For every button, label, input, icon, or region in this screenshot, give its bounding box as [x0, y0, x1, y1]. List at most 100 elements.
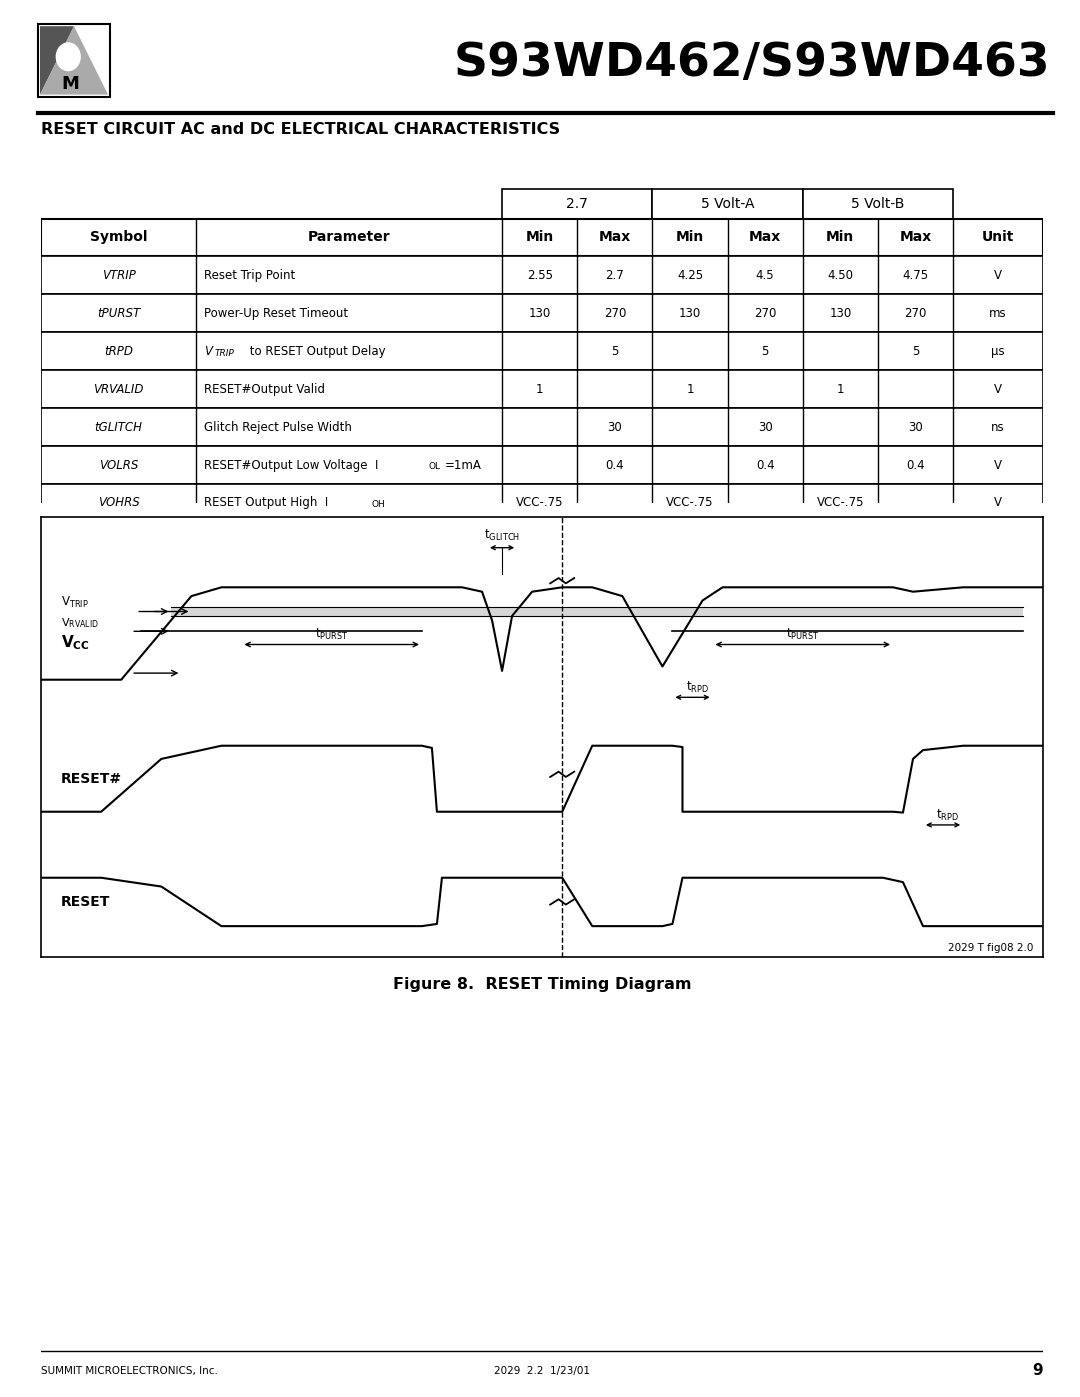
Text: 30: 30 [908, 420, 923, 433]
Text: Min: Min [526, 231, 554, 244]
Text: OL: OL [429, 462, 441, 472]
Text: 2.7: 2.7 [566, 197, 589, 211]
Text: VCC-.75: VCC-.75 [666, 496, 714, 510]
Text: 0.4: 0.4 [606, 458, 624, 472]
Text: Glitch Reject Pulse Width: Glitch Reject Pulse Width [204, 420, 352, 433]
Text: 0.4: 0.4 [756, 458, 774, 472]
Text: V: V [995, 268, 1002, 282]
Text: ms: ms [989, 307, 1007, 320]
Text: t$_{\mathrm{GLITCH}}$: t$_{\mathrm{GLITCH}}$ [484, 528, 521, 543]
Text: OH: OH [372, 500, 386, 510]
Text: Max: Max [750, 231, 781, 244]
Text: V: V [204, 345, 213, 358]
Text: TRIP: TRIP [215, 349, 234, 358]
Text: 4.75: 4.75 [903, 268, 929, 282]
Text: Min: Min [676, 231, 704, 244]
Text: 5 Volt-A: 5 Volt-A [701, 197, 754, 211]
Text: VOLRS: VOLRS [99, 458, 138, 472]
Text: VTRIP: VTRIP [102, 268, 136, 282]
Text: Min: Min [826, 231, 854, 244]
Text: Power-Up Reset Timeout: Power-Up Reset Timeout [204, 307, 349, 320]
Text: t$_{\mathrm{PURST}}$: t$_{\mathrm{PURST}}$ [786, 627, 820, 643]
Text: Max: Max [598, 231, 631, 244]
Text: Symbol: Symbol [90, 231, 148, 244]
Text: 5: 5 [611, 345, 619, 358]
Text: 2029 PGM T1.0: 2029 PGM T1.0 [964, 525, 1043, 535]
Text: VRVALID: VRVALID [94, 383, 144, 395]
Bar [41, 295, 1043, 332]
Text: tGLITCH: tGLITCH [95, 420, 143, 433]
Text: RESET CIRCUIT AC and DC ELECTRICAL CHARACTERISTICS: RESET CIRCUIT AC and DC ELECTRICAL CHARA… [41, 122, 561, 137]
Text: 2.7: 2.7 [606, 268, 624, 282]
Bar [41, 370, 1043, 408]
Bar [38, 24, 110, 96]
Text: VOHRS: VOHRS [98, 496, 139, 510]
Polygon shape [40, 27, 75, 95]
Text: 270: 270 [604, 307, 626, 320]
Bar [41, 446, 1043, 483]
Text: V$_{\mathbf{CC}}$: V$_{\mathbf{CC}}$ [62, 633, 90, 652]
Text: tPURST: tPURST [97, 307, 140, 320]
Text: 1: 1 [536, 383, 543, 395]
Text: S93WD462/S93WD463: S93WD462/S93WD463 [454, 41, 1050, 85]
Bar [41, 218, 1043, 257]
Text: t$_{\mathrm{RPD}}$: t$_{\mathrm{RPD}}$ [936, 807, 960, 823]
Text: 1: 1 [686, 383, 693, 395]
Ellipse shape [56, 42, 81, 71]
Bar [172, 608, 1023, 616]
Text: tRPD: tRPD [105, 345, 133, 358]
Bar [41, 332, 1043, 370]
Text: Max: Max [900, 231, 932, 244]
Text: V$_{\mathrm{RVALID}}$: V$_{\mathrm{RVALID}}$ [62, 616, 99, 630]
Text: =1mA: =1mA [445, 458, 482, 472]
Bar [502, 189, 652, 218]
Text: RESET#Output Low Voltage  I: RESET#Output Low Voltage I [204, 458, 379, 472]
Bar [41, 483, 1043, 522]
Text: ns: ns [991, 420, 1005, 433]
Text: Reset Trip Point: Reset Trip Point [204, 268, 296, 282]
Text: VCC-.75: VCC-.75 [516, 496, 564, 510]
Text: RESET: RESET [62, 895, 110, 909]
Text: RESET#: RESET# [62, 771, 122, 785]
Text: 4.50: 4.50 [827, 268, 853, 282]
Text: V: V [995, 383, 1002, 395]
Text: μs: μs [991, 345, 1005, 358]
Text: 0.4: 0.4 [906, 458, 924, 472]
Text: V: V [995, 458, 1002, 472]
Text: V$_{\mathrm{TRIP}}$: V$_{\mathrm{TRIP}}$ [62, 595, 89, 610]
Text: 5: 5 [761, 345, 769, 358]
Bar [41, 257, 1043, 295]
Polygon shape [40, 27, 108, 95]
Text: 130: 130 [829, 307, 851, 320]
Text: SUMMIT MICROELECTRONICS, Inc.: SUMMIT MICROELECTRONICS, Inc. [41, 1366, 218, 1376]
Bar [802, 189, 953, 218]
Text: 4.25: 4.25 [677, 268, 703, 282]
Text: V: V [995, 496, 1002, 510]
Text: 270: 270 [904, 307, 927, 320]
Text: 270: 270 [754, 307, 777, 320]
Text: 4.5: 4.5 [756, 268, 774, 282]
Text: Parameter: Parameter [308, 231, 391, 244]
Bar [41, 408, 1043, 446]
Text: 130: 130 [528, 307, 551, 320]
Text: Unit: Unit [982, 231, 1014, 244]
Text: 2029 T fig08 2.0: 2029 T fig08 2.0 [948, 943, 1034, 953]
Text: 30: 30 [758, 420, 772, 433]
Text: t$_{\mathrm{RPD}}$: t$_{\mathrm{RPD}}$ [686, 680, 710, 696]
Text: 5 Volt-B: 5 Volt-B [851, 197, 905, 211]
Text: 30: 30 [607, 420, 622, 433]
Text: 130: 130 [679, 307, 701, 320]
Text: RESET Output High  I: RESET Output High I [204, 496, 328, 510]
Text: 2029  2.2  1/23/01: 2029 2.2 1/23/01 [495, 1366, 590, 1376]
Text: RESET#Output Valid: RESET#Output Valid [204, 383, 325, 395]
Text: 1: 1 [837, 383, 845, 395]
Text: to RESET Output Delay: to RESET Output Delay [246, 345, 387, 358]
Text: 5: 5 [912, 345, 919, 358]
Text: VCC-.75: VCC-.75 [816, 496, 864, 510]
Text: 2.55: 2.55 [527, 268, 553, 282]
Bar [652, 189, 802, 218]
Text: 9: 9 [1032, 1363, 1043, 1379]
Text: Figure 8.  RESET Timing Diagram: Figure 8. RESET Timing Diagram [393, 978, 691, 992]
Text: M: M [62, 74, 79, 92]
Text: t$_{\mathrm{PURST}}$: t$_{\mathrm{PURST}}$ [315, 627, 349, 643]
